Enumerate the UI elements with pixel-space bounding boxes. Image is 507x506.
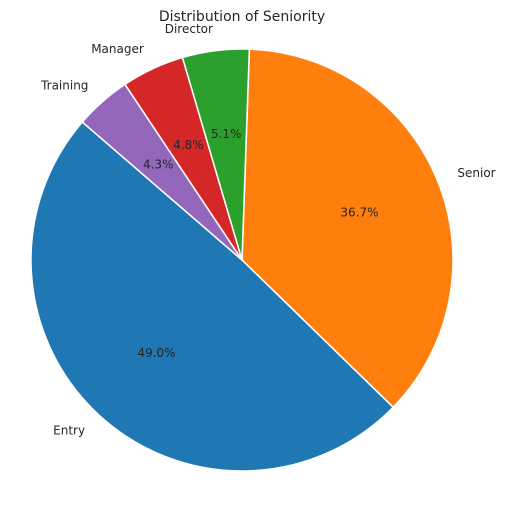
slice-percent-training: 4.3% <box>143 158 174 172</box>
slice-percent-director: 5.1% <box>211 127 242 141</box>
slice-label-director: Director <box>165 22 213 36</box>
slice-label-senior: Senior <box>457 166 495 180</box>
pie-labels: Senior 36.7% Entry 49.0% Training 4.3% Manager… <box>40 22 496 437</box>
pie-slice-entry <box>30 120 395 472</box>
slice-label-manager: Manager <box>91 42 144 56</box>
slice-percent-senior: 36.7% <box>340 205 378 219</box>
pie-slice-senior <box>241 48 454 409</box>
pie-slice-director <box>181 48 251 261</box>
slice-label-training: Training <box>40 78 88 92</box>
slice-percent-entry: 49.0% <box>137 346 175 360</box>
slice-label-entry: Entry <box>53 424 85 438</box>
pie-slices <box>30 48 454 472</box>
slice-percent-manager: 4.8% <box>173 138 204 152</box>
chart-title: Distribution of Seniority <box>159 9 325 25</box>
